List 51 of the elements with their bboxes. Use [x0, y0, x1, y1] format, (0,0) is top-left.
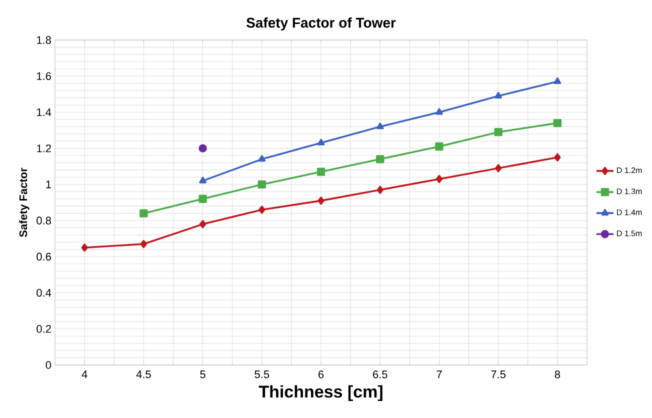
point: [140, 240, 147, 248]
legend-label: D 1.3m: [617, 188, 642, 194]
legend-label: D 1.5m: [617, 230, 642, 236]
point: [258, 155, 266, 162]
y-axis-title: Safety Factor: [19, 168, 30, 238]
point: [494, 128, 502, 136]
point: [258, 206, 266, 214]
x-tick-label: 8: [554, 370, 560, 378]
point: [198, 194, 207, 203]
point: [198, 144, 207, 152]
point: [376, 122, 384, 130]
point: [316, 168, 326, 176]
legend-label: D 1.4m: [617, 210, 642, 216]
x-axis-title: Thichness [cm]: [258, 385, 382, 402]
point: [81, 244, 88, 252]
y-tick-label: 0.6: [36, 252, 51, 261]
point: [553, 118, 562, 128]
x-tick-label: 7: [436, 370, 442, 378]
y-tick-label: 0.4: [36, 288, 52, 297]
x-tick-label: 4: [82, 370, 88, 378]
chart-title: Safety Factor of Tower: [246, 17, 396, 30]
point: [435, 142, 444, 151]
x-tick-label: 7.5: [491, 370, 506, 378]
x-tick-label: 6.5: [373, 370, 388, 378]
point: [318, 196, 324, 205]
point: [494, 92, 502, 98]
y-tick-label: 1.4: [37, 108, 52, 116]
y-tick-label: 0.2: [36, 325, 51, 333]
point: [554, 77, 562, 84]
x-tick-label: 4.5: [136, 370, 151, 378]
point: [140, 209, 148, 218]
point: [199, 176, 206, 184]
point: [495, 164, 502, 172]
y-tick-label: 1.6: [37, 72, 51, 80]
point: [436, 108, 443, 115]
point: [554, 153, 561, 162]
x-tick-label: 5: [200, 370, 206, 378]
point: [258, 180, 266, 189]
x-tick-label: 6: [318, 370, 324, 378]
y-tick-label: 0.8: [36, 216, 51, 224]
y-tick-label: 0: [46, 361, 52, 369]
y-tick-label: 1.2: [37, 144, 51, 152]
point: [376, 155, 384, 164]
point: [376, 186, 384, 194]
y-tick-label: 1.8: [37, 36, 51, 44]
point: [436, 174, 443, 184]
legend-label: D 1.2m: [617, 167, 642, 173]
point: [317, 138, 325, 146]
x-tick-label: 5.5: [254, 370, 270, 378]
y-tick-label: 1: [46, 180, 51, 188]
point: [199, 220, 206, 228]
